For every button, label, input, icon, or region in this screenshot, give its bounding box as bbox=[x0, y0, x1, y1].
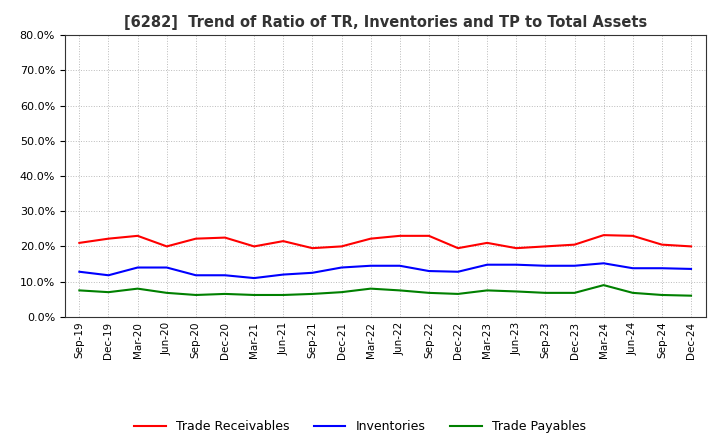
Trade Receivables bbox=[75, 240, 84, 246]
Inventories bbox=[512, 262, 521, 268]
Trade Receivables bbox=[687, 244, 696, 249]
Trade Payables bbox=[279, 292, 287, 297]
Trade Receivables bbox=[366, 236, 375, 241]
Inventories bbox=[483, 262, 492, 268]
Inventories bbox=[454, 269, 462, 275]
Trade Receivables bbox=[570, 242, 579, 247]
Inventories bbox=[687, 266, 696, 271]
Trade Payables bbox=[75, 288, 84, 293]
Inventories bbox=[425, 268, 433, 274]
Inventories bbox=[75, 269, 84, 275]
Inventories bbox=[395, 263, 404, 268]
Trade Receivables bbox=[657, 242, 666, 247]
Trade Payables bbox=[192, 292, 200, 297]
Trade Payables bbox=[395, 288, 404, 293]
Trade Receivables bbox=[104, 236, 113, 241]
Trade Payables bbox=[687, 293, 696, 298]
Inventories bbox=[279, 272, 287, 277]
Trade Receivables bbox=[337, 244, 346, 249]
Trade Receivables bbox=[133, 233, 142, 238]
Inventories bbox=[250, 275, 258, 281]
Line: Trade Payables: Trade Payables bbox=[79, 285, 691, 296]
Inventories bbox=[599, 260, 608, 266]
Trade Payables bbox=[541, 290, 550, 296]
Trade Receivables bbox=[250, 244, 258, 249]
Trade Receivables bbox=[483, 240, 492, 246]
Trade Payables bbox=[454, 291, 462, 297]
Trade Payables bbox=[425, 290, 433, 296]
Inventories bbox=[133, 265, 142, 270]
Trade Receivables bbox=[308, 246, 317, 251]
Inventories bbox=[541, 263, 550, 268]
Trade Payables bbox=[570, 290, 579, 296]
Trade Payables bbox=[657, 292, 666, 297]
Legend: Trade Receivables, Inventories, Trade Payables: Trade Receivables, Inventories, Trade Pa… bbox=[130, 415, 590, 438]
Trade Receivables bbox=[425, 233, 433, 238]
Trade Receivables bbox=[192, 236, 200, 241]
Trade Receivables bbox=[279, 238, 287, 244]
Trade Payables bbox=[366, 286, 375, 291]
Trade Payables bbox=[337, 290, 346, 295]
Trade Receivables bbox=[512, 246, 521, 251]
Trade Payables bbox=[512, 289, 521, 294]
Inventories bbox=[104, 273, 113, 278]
Line: Inventories: Inventories bbox=[79, 263, 691, 278]
Trade Payables bbox=[483, 288, 492, 293]
Trade Payables bbox=[220, 291, 229, 297]
Trade Receivables bbox=[163, 244, 171, 249]
Trade Receivables bbox=[454, 246, 462, 251]
Trade Receivables bbox=[541, 244, 550, 249]
Inventories bbox=[192, 273, 200, 278]
Title: [6282]  Trend of Ratio of TR, Inventories and TP to Total Assets: [6282] Trend of Ratio of TR, Inventories… bbox=[124, 15, 647, 30]
Trade Payables bbox=[629, 290, 637, 296]
Trade Receivables bbox=[220, 235, 229, 240]
Trade Payables bbox=[250, 292, 258, 297]
Trade Payables bbox=[133, 286, 142, 291]
Inventories bbox=[163, 265, 171, 270]
Inventories bbox=[366, 263, 375, 268]
Trade Payables bbox=[599, 282, 608, 288]
Trade Payables bbox=[308, 291, 317, 297]
Inventories bbox=[337, 265, 346, 270]
Trade Receivables bbox=[629, 233, 637, 238]
Inventories bbox=[657, 266, 666, 271]
Trade Receivables bbox=[395, 233, 404, 238]
Inventories bbox=[629, 266, 637, 271]
Trade Receivables bbox=[599, 232, 608, 238]
Inventories bbox=[570, 263, 579, 268]
Trade Payables bbox=[163, 290, 171, 296]
Trade Payables bbox=[104, 290, 113, 295]
Inventories bbox=[220, 273, 229, 278]
Line: Trade Receivables: Trade Receivables bbox=[79, 235, 691, 248]
Inventories bbox=[308, 270, 317, 275]
